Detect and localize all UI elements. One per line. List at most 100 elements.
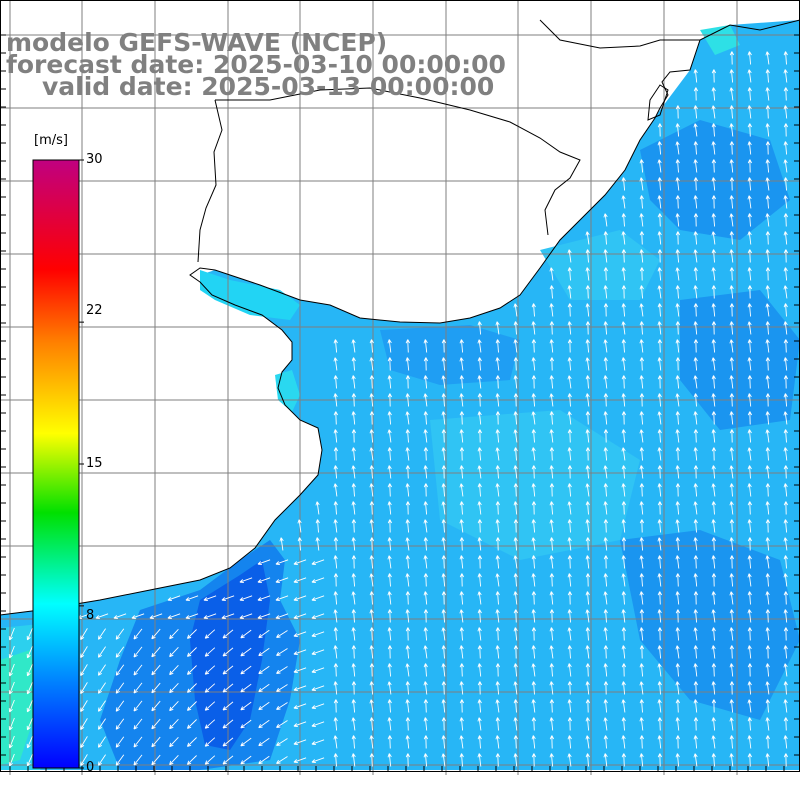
wind-arrow-icon <box>783 735 788 749</box>
wind-arrow-icon <box>387 411 392 425</box>
wind-arrow-icon <box>657 375 663 389</box>
wind-arrow-icon <box>513 303 518 317</box>
wind-arrow-icon <box>603 231 608 245</box>
wind-arrow-icon <box>621 231 626 245</box>
wind-arrow-icon <box>495 717 500 731</box>
wind-arrow-icon <box>621 339 626 353</box>
wind-arrow-icon <box>639 699 644 713</box>
wind-arrow-icon <box>711 465 716 479</box>
wind-arrow-icon <box>221 613 235 620</box>
wind-arrow-icon <box>639 537 644 551</box>
wind-arrow-icon <box>423 393 428 407</box>
wind-arrow-icon <box>711 699 717 713</box>
wind-arrow-icon <box>185 613 199 620</box>
wind-arrow-icon <box>711 555 716 569</box>
wind-arrow-icon <box>621 501 626 515</box>
wind-arrow-icon <box>603 267 608 281</box>
wind-arrow-icon <box>240 665 252 675</box>
wind-arrow-icon <box>603 339 608 353</box>
low-speed-patch <box>380 325 520 385</box>
wind-arrow-icon <box>387 645 393 659</box>
wind-arrow-icon <box>80 682 88 694</box>
wind-arrow-icon <box>675 753 680 767</box>
wind-arrow-icon <box>693 591 699 605</box>
wind-arrow-icon <box>567 267 572 281</box>
wind-arrow-icon <box>531 393 536 407</box>
wind-arrow-icon <box>585 609 590 623</box>
wind-arrow-icon <box>26 717 34 731</box>
wind-arrow-icon <box>167 613 181 620</box>
wind-arrow-icon <box>531 627 537 641</box>
wind-arrow-icon <box>513 501 518 515</box>
wind-arrow-icon <box>567 303 572 317</box>
wind-arrow-icon <box>729 699 734 713</box>
wind-arrow-icon <box>765 699 770 713</box>
wind-arrow-icon <box>675 681 680 695</box>
wind-arrow-icon <box>369 519 374 533</box>
wind-arrow-icon <box>567 357 572 371</box>
wind-arrow-icon <box>675 195 680 209</box>
wind-arrow-icon <box>495 501 500 515</box>
wind-arrow-icon <box>423 609 429 623</box>
wind-arrow-icon <box>603 465 608 479</box>
wind-arrow-icon <box>97 700 106 712</box>
wind-arrow-icon <box>729 465 734 479</box>
wind-arrow-icon <box>729 51 735 65</box>
wind-arrow-icon <box>711 231 716 245</box>
wind-arrow-icon <box>711 735 716 749</box>
wind-arrow-icon <box>765 609 770 623</box>
wind-arrow-icon <box>747 735 752 749</box>
wind-arrow-icon <box>567 663 572 677</box>
valid-date: valid date: 2025-03-13 00:00:00 <box>42 72 495 101</box>
wind-arrow-icon <box>459 627 464 641</box>
wind-arrow-icon <box>240 683 252 693</box>
wind-arrow-icon <box>783 51 788 65</box>
wind-arrow-icon <box>222 683 234 693</box>
wind-arrow-icon <box>477 321 482 335</box>
wind-arrow-icon <box>387 627 392 641</box>
wind-arrow-icon <box>711 609 716 623</box>
wind-arrow-icon <box>711 591 716 605</box>
wind-arrow-icon <box>621 735 626 749</box>
wind-arrow-icon <box>459 375 464 389</box>
wind-arrow-icon <box>477 735 482 749</box>
wind-arrow-icon <box>567 501 572 515</box>
wind-arrow-icon <box>115 736 125 748</box>
wind-arrow-icon <box>240 755 252 765</box>
wind-arrow-icon <box>657 555 662 569</box>
wind-arrow-icon <box>531 609 536 623</box>
wind-arrow-icon <box>567 537 572 551</box>
wind-arrow-icon <box>585 735 590 749</box>
wind-arrow-icon <box>351 519 356 533</box>
wind-arrow-icon <box>711 267 716 281</box>
wind-arrow-icon <box>675 699 680 713</box>
wind-arrow-icon <box>693 735 698 749</box>
wind-arrow-icon <box>333 357 338 371</box>
wind-arrow-icon <box>621 285 627 299</box>
wind-arrow-icon <box>369 573 374 587</box>
wind-arrow-icon <box>441 465 447 479</box>
wind-arrow-icon <box>693 411 698 425</box>
wind-arrow-icon <box>441 429 446 443</box>
wind-arrow-icon <box>423 681 428 695</box>
wind-arrow-icon <box>675 357 681 371</box>
wind-arrow-icon <box>783 699 788 713</box>
wind-arrow-icon <box>657 429 662 443</box>
wind-arrow-icon <box>783 519 788 533</box>
wind-arrow-icon <box>495 753 500 767</box>
wind-arrow-icon <box>311 667 325 674</box>
wind-arrow-icon <box>693 717 699 731</box>
wind-arrow-icon <box>657 717 662 731</box>
wind-arrow-icon <box>387 339 392 353</box>
wind-arrow-icon <box>531 573 536 587</box>
wind-arrow-icon <box>657 159 662 173</box>
wind-arrow-icon <box>747 321 752 335</box>
wind-arrow-icon <box>783 339 788 353</box>
wind-arrow-icon <box>675 573 680 587</box>
wind-arrow-icon <box>549 717 554 731</box>
wind-arrow-icon <box>675 519 680 533</box>
wind-arrow-icon <box>567 519 572 533</box>
wind-arrow-icon <box>747 663 753 677</box>
wind-arrow-icon <box>585 339 590 353</box>
